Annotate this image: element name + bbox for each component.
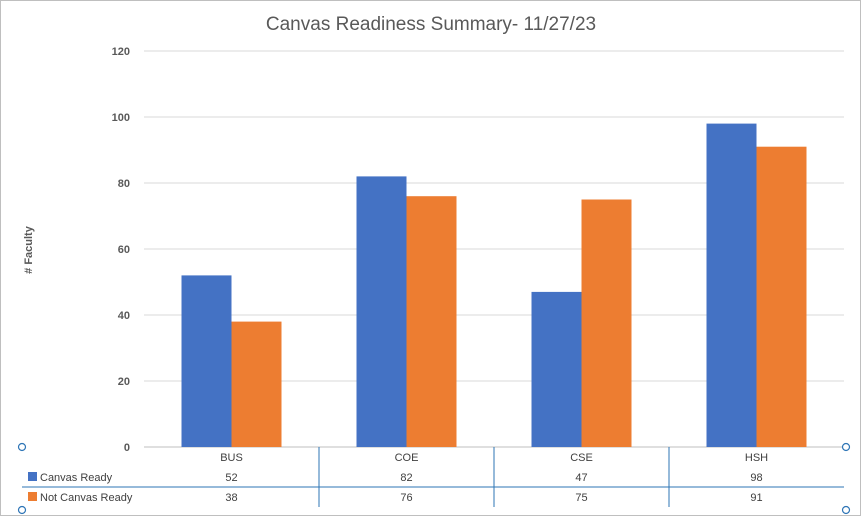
legend-key-not-canvas-ready — [28, 492, 37, 501]
table-cell-value: 38 — [225, 492, 237, 504]
y-tick-label: 20 — [118, 376, 130, 388]
bar-cse-not-canvas-ready[interactable] — [581, 199, 632, 448]
table-cell-value: 82 — [400, 472, 412, 484]
bar-hsh-not-canvas-ready[interactable] — [756, 146, 807, 447]
x-category-label: CSE — [570, 452, 593, 464]
x-category-label: COE — [395, 452, 419, 464]
chart-title: Canvas Readiness Summary- 11/27/23 — [266, 14, 596, 35]
table-cell-value: 75 — [575, 492, 587, 504]
bar-bus-canvas-ready[interactable] — [181, 275, 232, 447]
table-cell-value: 76 — [400, 492, 412, 504]
selection-handles[interactable] — [17, 442, 851, 515]
legend-label: Not Canvas Ready — [40, 492, 133, 504]
data-table: BUS COE CSE HSH Canvas Ready 52 82 47 98 Not Canv… — [22, 447, 844, 507]
y-tick-label: 120 — [112, 46, 130, 58]
resize-handle[interactable] — [841, 505, 851, 515]
legend-key-canvas-ready — [28, 472, 37, 481]
y-axis-ticks: 0 20 40 60 80 100 120 — [112, 46, 130, 454]
bar-coe-canvas-ready[interactable] — [356, 176, 407, 447]
y-axis-label: # Faculty — [23, 225, 35, 274]
resize-handle[interactable] — [17, 442, 27, 452]
bar-coe-not-canvas-ready[interactable] — [406, 196, 457, 447]
y-tick-label: 80 — [118, 178, 130, 190]
bars — [181, 123, 807, 448]
x-category-label: BUS — [220, 452, 243, 464]
y-tick-label: 40 — [118, 310, 130, 322]
bar-bus-not-canvas-ready[interactable] — [231, 321, 282, 447]
table-cell-value: 98 — [750, 472, 762, 484]
y-tick-label: 0 — [124, 442, 130, 454]
resize-handle[interactable] — [17, 505, 27, 515]
y-tick-label: 100 — [112, 112, 130, 124]
bar-cse-canvas-ready[interactable] — [531, 291, 582, 447]
table-cell-value: 91 — [750, 492, 762, 504]
y-tick-label: 60 — [118, 244, 130, 256]
legend-label: Canvas Ready — [40, 472, 113, 484]
bar-hsh-canvas-ready[interactable] — [706, 123, 757, 447]
table-cell-value: 52 — [225, 472, 237, 484]
resize-handle[interactable] — [841, 442, 851, 452]
table-cell-value: 47 — [575, 472, 587, 484]
x-category-label: HSH — [745, 452, 768, 464]
